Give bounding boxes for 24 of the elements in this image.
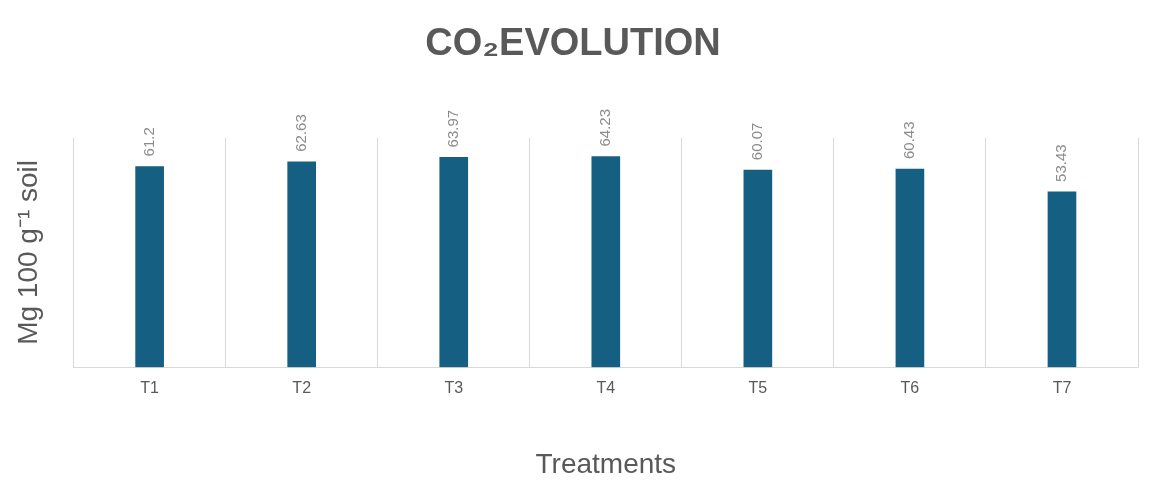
- x-tick-label: T5: [748, 379, 768, 397]
- bar: [591, 156, 621, 368]
- data-label: 60.07: [748, 122, 765, 161]
- bar: [1047, 191, 1077, 368]
- x-tick-label: T7: [1052, 379, 1072, 397]
- data-label: 62.63: [291, 114, 309, 152]
- data-label: 64.23: [595, 108, 613, 147]
- bar: [135, 166, 164, 368]
- data-label: 63.97: [443, 109, 461, 148]
- y-axis-title: Mg 100 g⁻¹ soil: [11, 159, 43, 345]
- bar: [287, 161, 317, 368]
- chart-title: CO₂EVOLUTION: [425, 21, 721, 64]
- x-axis-title: Treatments: [535, 447, 677, 479]
- data-label: 53.43: [1052, 144, 1070, 182]
- bar: [439, 157, 469, 368]
- bar: [895, 168, 925, 368]
- x-tick-label: T6: [900, 379, 920, 397]
- data-label: 61.2: [139, 127, 157, 157]
- bar: [743, 169, 773, 368]
- x-tick-label: T1: [140, 379, 160, 397]
- x-tick-label: T2: [292, 379, 312, 397]
- x-tick-label: T3: [444, 379, 464, 397]
- data-label: 60.43: [900, 121, 918, 159]
- x-tick-label: T4: [596, 379, 616, 397]
